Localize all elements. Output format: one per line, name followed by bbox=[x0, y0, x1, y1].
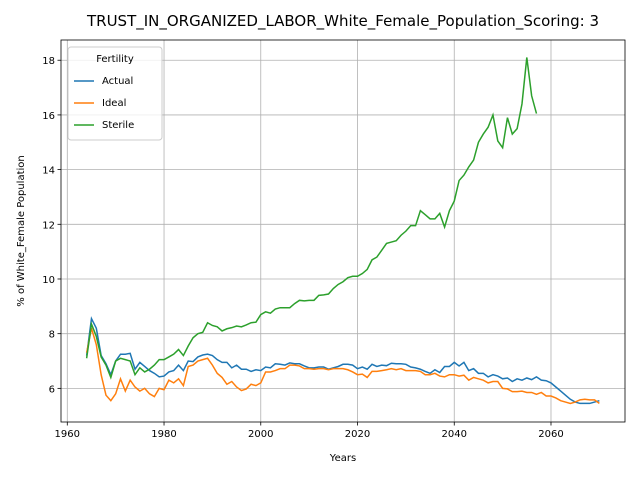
legend-label: Ideal bbox=[102, 98, 126, 109]
x-tick-label: 1980 bbox=[151, 429, 176, 440]
x-tick-label: 2000 bbox=[248, 429, 273, 440]
y-tick-label: 14 bbox=[42, 166, 55, 177]
chart-title: TRUST_IN_ORGANIZED_LABOR_White_Female_Po… bbox=[86, 12, 599, 31]
series-line bbox=[85, 316, 600, 405]
legend-box bbox=[67, 46, 163, 141]
legend: Fertility Actual Ideal Sterile bbox=[67, 46, 163, 141]
y-tick-label: 12 bbox=[42, 220, 55, 231]
y-tick-label: 6 bbox=[49, 384, 55, 395]
y-tick-label: 10 bbox=[42, 275, 55, 286]
legend-title: Fertility bbox=[96, 54, 134, 65]
x-axis-label: Years bbox=[329, 453, 356, 464]
y-tick-label: 16 bbox=[42, 111, 55, 122]
x-tick-label: 2040 bbox=[442, 429, 467, 440]
legend-label: Actual bbox=[102, 76, 133, 87]
x-tick-label: 1960 bbox=[55, 429, 80, 440]
x-tick-label: 2060 bbox=[538, 429, 563, 440]
series-line bbox=[85, 57, 538, 380]
x-tick-label: 2020 bbox=[345, 429, 370, 440]
y-axis-label: % of White_Female Population bbox=[16, 155, 27, 306]
plot-frame bbox=[60, 39, 626, 423]
legend-label: Sterile bbox=[102, 120, 134, 131]
y-tick-label: 8 bbox=[49, 330, 55, 341]
series-line bbox=[85, 327, 600, 405]
y-tick-label: 18 bbox=[42, 56, 55, 67]
